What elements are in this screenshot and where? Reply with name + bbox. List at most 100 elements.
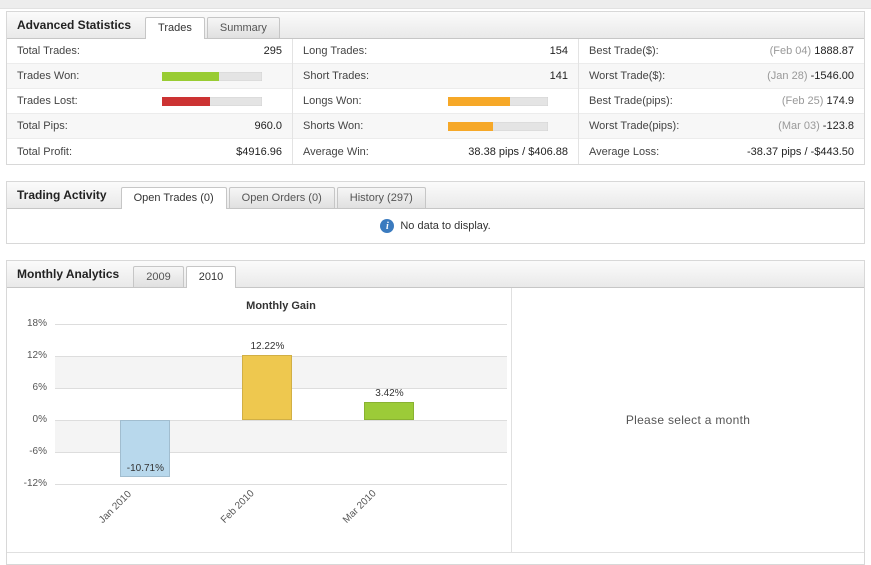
trading-activity-title: Trading Activity bbox=[17, 188, 107, 202]
stat-value: (Mar 03) -123.8 bbox=[778, 120, 854, 132]
stat-value: (Feb 04) 1888.87 bbox=[769, 45, 854, 57]
stat-progress-bar bbox=[162, 71, 262, 81]
tab-open-orders-0[interactable]: Open Orders (0) bbox=[228, 187, 335, 208]
stats-row: Total Pips: 960.0 bbox=[7, 114, 292, 139]
chart-canvas: 18% 12% 6% 0% -6% -12% -10.71% Jan 2010 12.22% F… bbox=[7, 319, 511, 552]
chart-bar-feb-2010[interactable] bbox=[242, 354, 293, 420]
bar-value-label: 3.42% bbox=[375, 387, 404, 399]
y-tick-label: 6% bbox=[32, 382, 47, 393]
x-tick-label: Mar 2010 bbox=[341, 488, 380, 526]
stat-label: Trades Won: bbox=[17, 70, 80, 82]
trading-activity-panel: Trading Activity Open Trades (0) Open Ord… bbox=[6, 181, 865, 244]
advanced-statistics-header: Advanced Statistics Trades Summary bbox=[7, 12, 864, 39]
stat-value: 141 bbox=[549, 70, 568, 82]
chart-title: Monthly Gain bbox=[246, 300, 316, 312]
monthly-analytics-header: Monthly Analytics 2009 2010 bbox=[7, 261, 864, 288]
stats-row: Trades Lost: bbox=[7, 89, 292, 114]
stats-row: Worst Trade($): (Jan 28) -1546.00 bbox=[579, 64, 864, 89]
tab-open-trades-0[interactable]: Open Trades (0) bbox=[120, 187, 227, 209]
trading-activity-tabs: Open Trades (0) Open Orders (0) History (2… bbox=[120, 187, 426, 209]
stat-label: Worst Trade($): bbox=[589, 70, 666, 82]
stats-row: Average Loss: -38.37 pips / -$443.50 bbox=[579, 139, 864, 164]
y-axis-labels: 18% 12% 6% 0% -6% -12% bbox=[7, 319, 51, 489]
tab-summary[interactable]: Summary bbox=[206, 17, 280, 38]
stats-table: Total Trades: 295 Trades Won: Trades Lost: T… bbox=[7, 39, 864, 164]
tab-trades[interactable]: Trades bbox=[145, 17, 205, 39]
stats-row: Longs Won: bbox=[293, 89, 578, 114]
monthly-analytics-body: Monthly Gain 18% 12% 6% 0% -6% -12% -10.71% Ja… bbox=[7, 288, 864, 552]
stat-value: 960.0 bbox=[254, 120, 282, 132]
trading-activity-header: Trading Activity Open Trades (0) Open Ord… bbox=[7, 182, 864, 209]
stats-row: Shorts Won: bbox=[293, 114, 578, 139]
advanced-statistics-panel: Advanced Statistics Trades Summary Total … bbox=[6, 11, 865, 165]
stat-progress-fill bbox=[448, 121, 493, 131]
x-tick-label: Jan 2010 bbox=[97, 488, 135, 526]
stats-row: Total Profit: $4916.96 bbox=[7, 139, 292, 164]
stat-label: Longs Won: bbox=[303, 95, 362, 107]
gridline bbox=[55, 484, 507, 485]
bar-value-label: -10.71% bbox=[126, 463, 165, 475]
chart-bar-mar-2010[interactable] bbox=[364, 401, 415, 420]
stat-value: 295 bbox=[263, 45, 282, 57]
bar-value-label: 12.22% bbox=[250, 340, 285, 352]
monthly-analytics-title: Monthly Analytics bbox=[17, 267, 120, 281]
trading-activity-body: No data to display. bbox=[7, 209, 864, 243]
stat-label: Best Trade($): bbox=[589, 45, 659, 57]
stats-row: Short Trades: 141 bbox=[293, 64, 578, 89]
y-tick-label: 0% bbox=[32, 414, 47, 425]
monthly-analytics-panel: Monthly Analytics 2009 2010 Monthly Gain … bbox=[6, 260, 865, 565]
monthly-analytics-tabs: 2009 2010 bbox=[133, 266, 237, 288]
stat-label: Shorts Won: bbox=[303, 120, 364, 132]
chart-bar-jan-2010[interactable] bbox=[120, 420, 171, 478]
tab-2009[interactable]: 2009 bbox=[133, 266, 184, 287]
stat-value: -38.37 pips / -$443.50 bbox=[746, 145, 854, 158]
stat-value: $4916.96 bbox=[236, 145, 282, 158]
advanced-statistics-tabs: Trades Summary bbox=[145, 17, 280, 39]
stat-value: (Jan 28) -1546.00 bbox=[767, 70, 854, 82]
stat-progress-bar bbox=[448, 96, 548, 106]
stats-column: Long Trades: 154 Short Trades: 141 Longs Won… bbox=[292, 39, 578, 164]
stat-value-date: (Jan 28) bbox=[767, 70, 811, 82]
section-footer bbox=[7, 552, 864, 564]
y-tick-label: -12% bbox=[23, 478, 47, 489]
y-tick-label: -6% bbox=[29, 446, 47, 457]
stat-label: Total Profit: bbox=[17, 145, 73, 158]
stats-row: Long Trades: 154 bbox=[293, 39, 578, 64]
monthly-gain-plot: -10.71% Jan 2010 12.22% Feb 2010 3.42% Mar 20… bbox=[55, 324, 507, 526]
stat-progress-bar bbox=[162, 96, 262, 106]
stat-value: (Feb 25) 174.9 bbox=[781, 95, 854, 107]
y-tick-label: 18% bbox=[26, 318, 47, 329]
month-detail-placeholder: Please select a month bbox=[625, 413, 751, 427]
stats-column: Total Trades: 295 Trades Won: Trades Lost: T… bbox=[7, 39, 292, 164]
stat-label: Total Pips: bbox=[17, 120, 68, 132]
stat-progress-fill bbox=[162, 96, 210, 106]
monthly-gain-chart: Monthly Gain 18% 12% 6% 0% -6% -12% -10.71% Ja… bbox=[7, 288, 512, 552]
advanced-statistics-title: Advanced Statistics bbox=[17, 18, 132, 32]
tab-2010[interactable]: 2010 bbox=[185, 266, 237, 288]
stat-value: 38.38 pips / $406.88 bbox=[468, 145, 568, 158]
stats-row: Average Win: 38.38 pips / $406.88 bbox=[293, 139, 578, 164]
stat-label: Trades Lost: bbox=[17, 95, 78, 107]
info-icon bbox=[380, 219, 395, 233]
tab-history-297[interactable]: History (297) bbox=[336, 187, 426, 208]
stat-label: Worst Trade(pips): bbox=[589, 120, 680, 132]
gridline bbox=[55, 420, 507, 421]
gridline bbox=[55, 452, 507, 453]
stat-label: Best Trade(pips): bbox=[589, 95, 673, 107]
stat-progress-fill bbox=[162, 71, 219, 81]
stat-progress-fill bbox=[448, 96, 510, 106]
stat-value-date: (Mar 03) bbox=[778, 120, 823, 132]
stats-row: Best Trade(pips): (Feb 25) 174.9 bbox=[579, 89, 864, 114]
x-tick-label: Feb 2010 bbox=[219, 488, 258, 526]
stats-row: Trades Won: bbox=[7, 64, 292, 89]
page-top-strip bbox=[0, 0, 871, 9]
stat-progress-bar bbox=[448, 121, 548, 131]
stat-label: Short Trades: bbox=[303, 70, 370, 82]
y-tick-label: 12% bbox=[26, 350, 47, 361]
stat-value-date: (Feb 25) bbox=[781, 95, 827, 107]
stat-label: Average Win: bbox=[303, 145, 369, 158]
no-data-message: No data to display. bbox=[400, 220, 491, 232]
stats-column: Best Trade($): (Feb 04) 1888.87 Worst Trad… bbox=[578, 39, 864, 164]
stat-label: Long Trades: bbox=[303, 45, 368, 57]
stats-row: Worst Trade(pips): (Mar 03) -123.8 bbox=[579, 114, 864, 139]
